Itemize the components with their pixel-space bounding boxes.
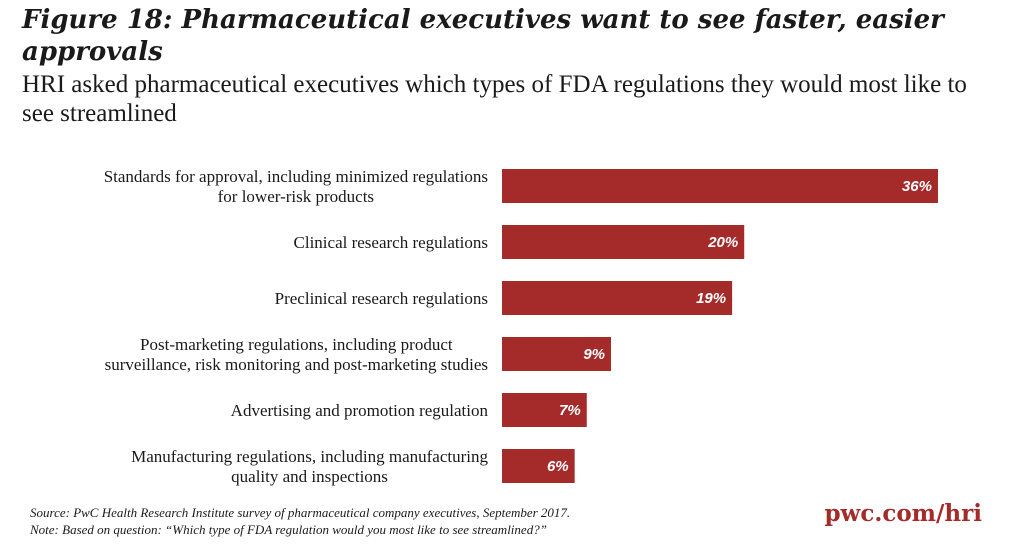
brand-link[interactable]: pwc.com/hri <box>824 500 982 527</box>
bar-value-label-3: 9% <box>583 346 605 363</box>
category-label-0-line-1: for lower-risk products <box>218 187 374 206</box>
category-label-1-line-0: Clinical research regulations <box>294 233 488 252</box>
question-note: Note: Based on question: “Which type of … <box>30 522 547 537</box>
category-label-0-line-0: Standards for approval, including minimi… <box>104 167 488 186</box>
category-label-3-line-1: surveillance, risk monitoring and post-m… <box>105 355 488 374</box>
bar-3 <box>502 337 611 371</box>
bars-group: 36% Standards for approval, including min… <box>104 167 938 486</box>
category-label-2-line-0: Preclinical research regulations <box>275 289 488 308</box>
bar-value-label-0: 36% <box>902 178 932 195</box>
chart-subtitle: HRI asked pharmaceutical executives whic… <box>22 71 967 127</box>
bar-value-label-5: 6% <box>547 458 569 475</box>
category-label-5-line-1: quality and inspections <box>231 467 388 486</box>
bar-value-label-4: 7% <box>559 402 581 419</box>
category-label-4-line-0: Advertising and promotion regulation <box>231 401 489 420</box>
category-label-3-line-0: Post-marketing regulations, including pr… <box>140 335 453 354</box>
bar-0 <box>502 169 938 203</box>
bar-value-label-2: 19% <box>696 290 726 307</box>
bar-2 <box>502 281 733 315</box>
bar-value-label-1: 20% <box>707 234 738 251</box>
chart-title: Figure 18: Pharmaceutical executives wan… <box>22 5 944 67</box>
bar-4 <box>502 393 587 427</box>
bar-5 <box>502 449 575 483</box>
source-note: Source: PwC Health Research Institute su… <box>30 505 571 520</box>
category-label-5-line-0: Manufacturing regulations, including man… <box>131 447 488 466</box>
bar-chart: 36% Standards for approval, including min… <box>104 167 938 486</box>
bar-1 <box>502 225 745 259</box>
footer-notes: Source: PwC Health Research Institute su… <box>30 504 570 538</box>
